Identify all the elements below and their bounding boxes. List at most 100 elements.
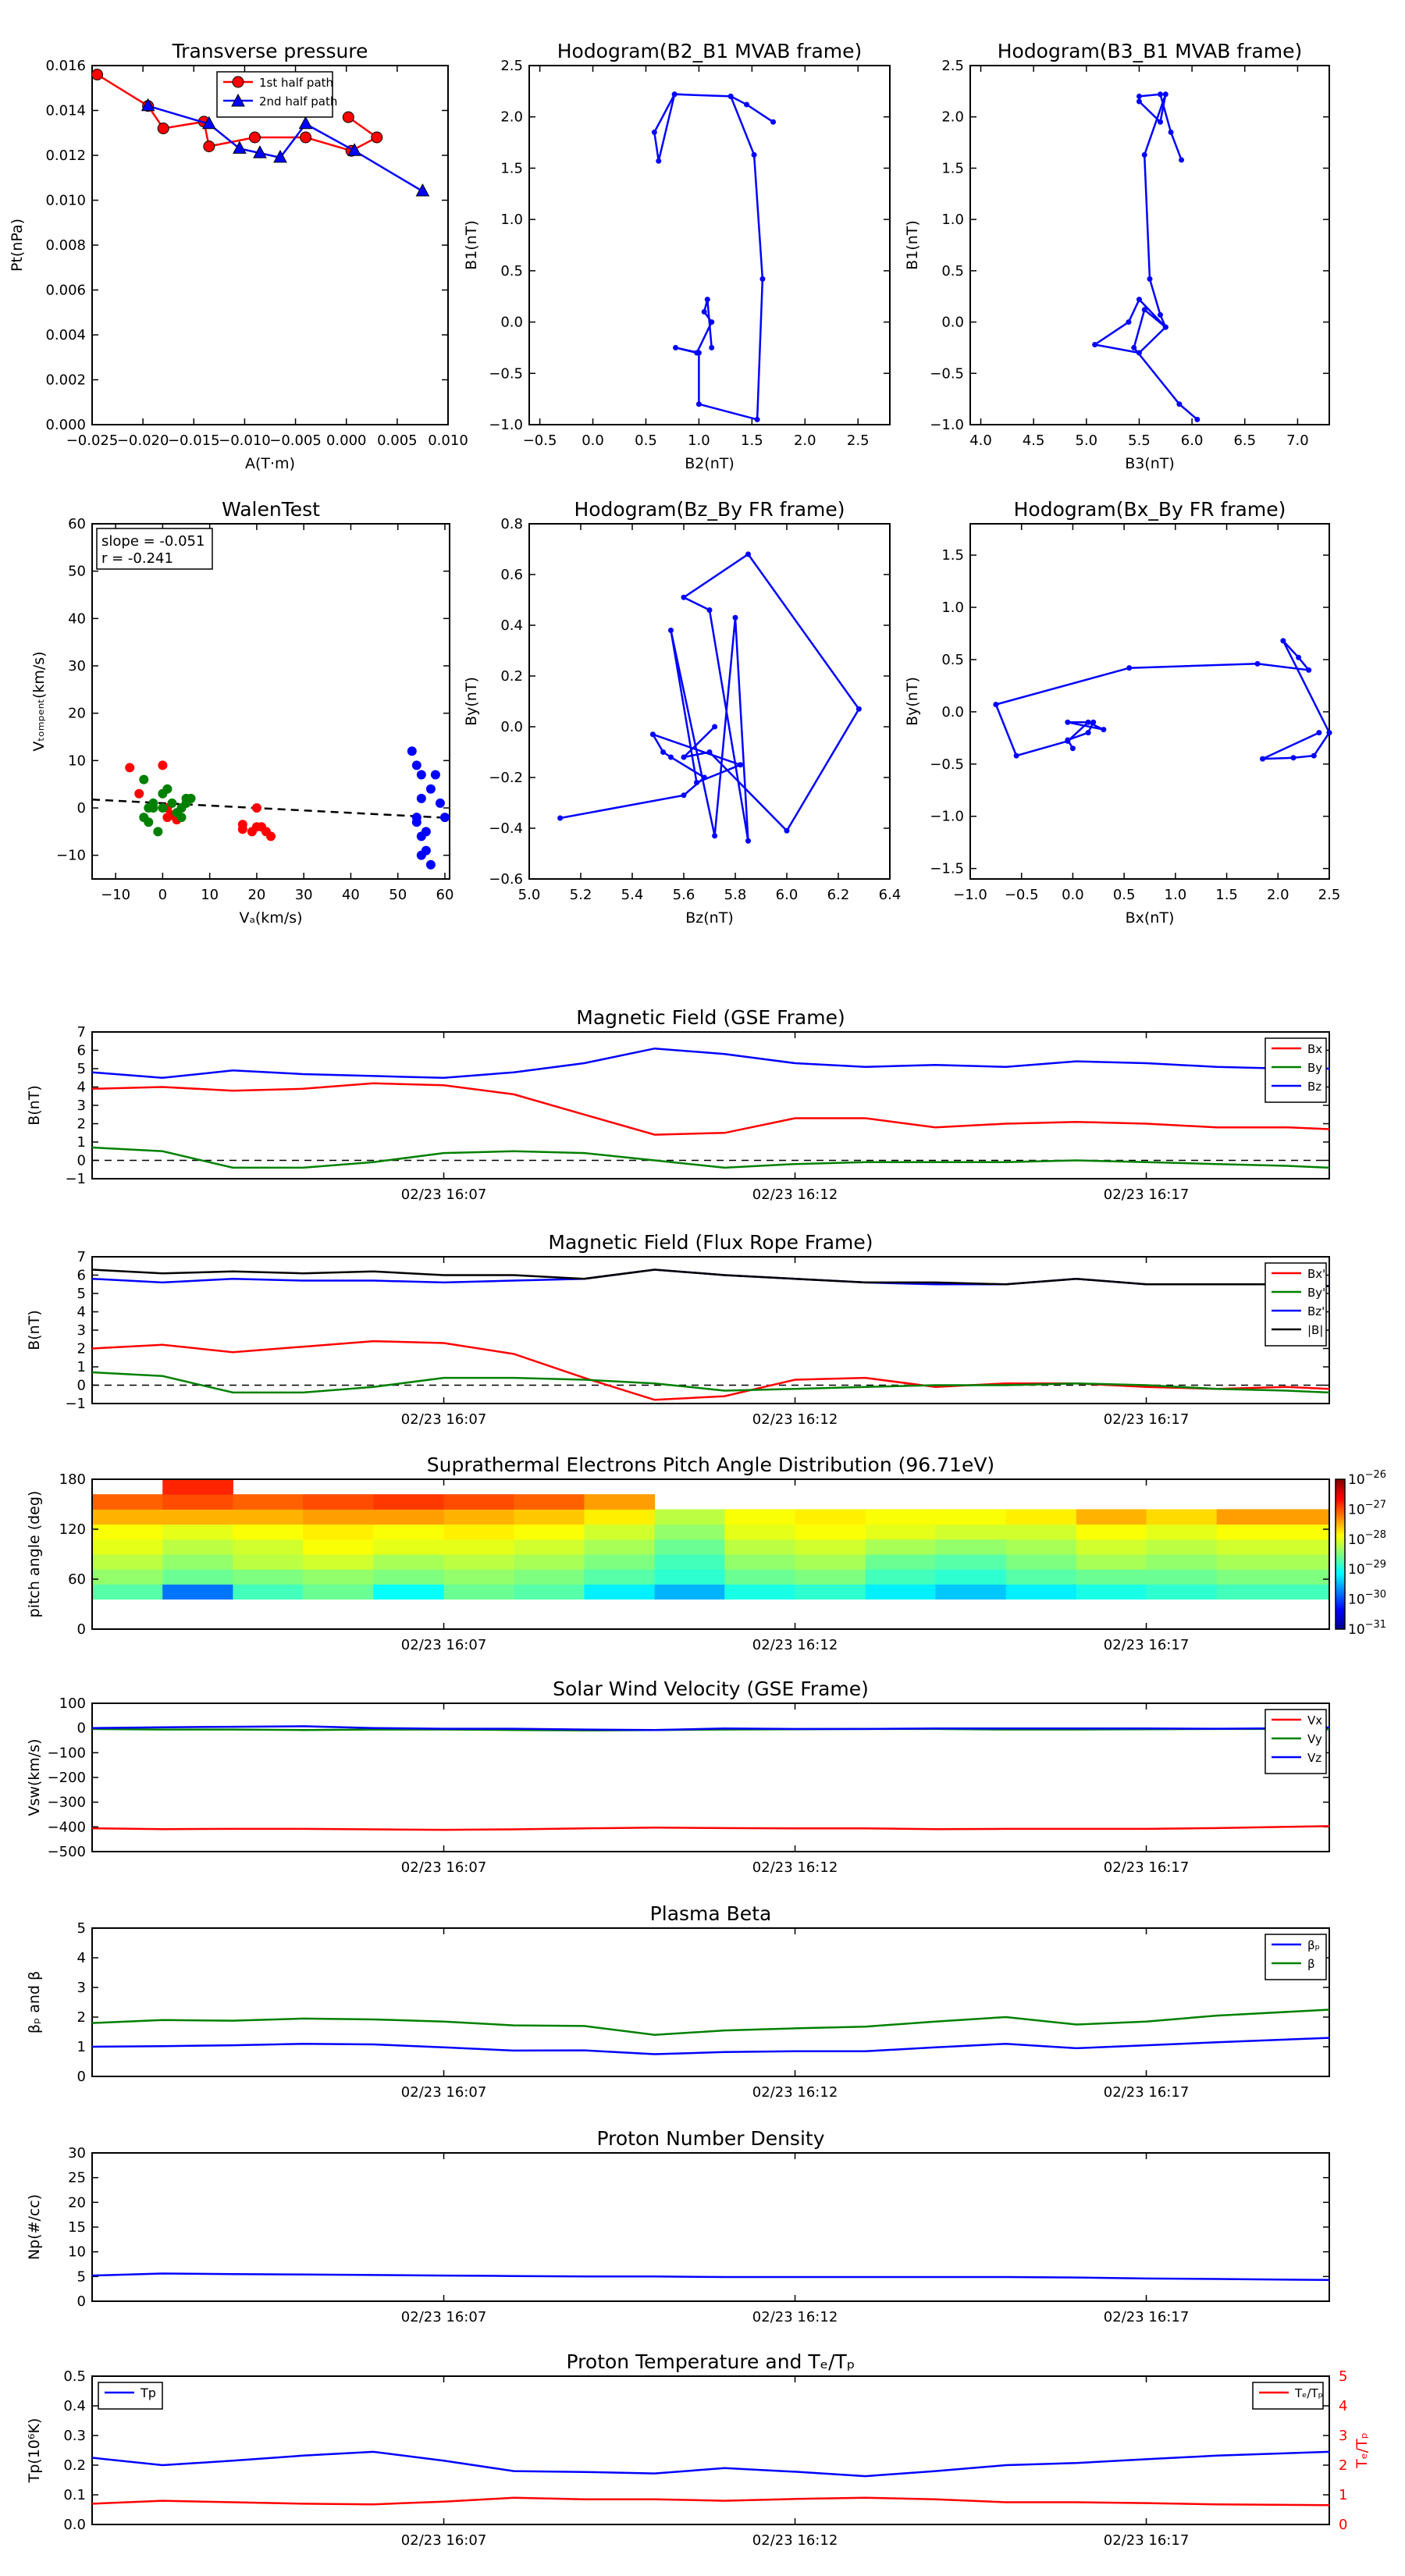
x-axis-label: Vₐ(km/s) xyxy=(239,909,302,927)
data-point xyxy=(695,401,702,407)
x-tick-label: 6.0 xyxy=(1181,432,1204,449)
x-tick-label: 20 xyxy=(247,887,265,903)
x-tick-label: −10 xyxy=(101,887,130,903)
data-point xyxy=(1179,157,1185,163)
x-tick-label: 02/23 16:07 xyxy=(401,2084,486,2101)
y-tick-label: 0.0 xyxy=(63,2517,86,2533)
x-tick-label: 02/23 16:17 xyxy=(1104,1637,1189,1653)
series-line xyxy=(91,2037,1330,2055)
plot-frame xyxy=(91,2375,1330,2525)
data-point xyxy=(407,746,417,756)
heatmap-cell xyxy=(1146,1524,1218,1540)
y-tick-label: 0.2 xyxy=(63,2457,86,2474)
data-point xyxy=(1176,401,1183,407)
y-tick-label: −300 xyxy=(48,1795,86,1811)
x-tick-label: −0.5 xyxy=(523,432,557,449)
data-point xyxy=(1141,151,1147,158)
x-tick-label: 6.4 xyxy=(879,887,902,903)
x-tick-label: 02/23 16:17 xyxy=(1104,2084,1189,2101)
x-tick-label: 02/23 16:07 xyxy=(401,1411,486,1428)
x-tick-label: 5.5 xyxy=(1128,432,1151,449)
series-line xyxy=(91,1146,1330,1169)
y-tick-label: 1.0 xyxy=(500,212,523,228)
data-point xyxy=(1168,129,1174,135)
heatmap-cell xyxy=(514,1494,585,1510)
heatmap-cell xyxy=(443,1539,514,1555)
heatmap-cell xyxy=(1076,1569,1147,1585)
x-tick-label: 30 xyxy=(295,887,313,903)
data-point xyxy=(754,416,760,422)
legend-entry: Vy xyxy=(1307,1732,1322,1746)
chart-mag_gse: Magnetic Field (GSE Frame) 02/23 16:07 02/… xyxy=(26,1006,1330,1203)
x-tick-label: 02/23 16:12 xyxy=(752,1637,838,1653)
heatmap-cell xyxy=(233,1569,304,1585)
data-point xyxy=(416,850,426,860)
data-point xyxy=(1085,719,1091,725)
y-tick-label: 0 xyxy=(77,2293,86,2310)
data-point xyxy=(751,151,757,158)
y-tick-label: −1 xyxy=(65,1396,86,1412)
heatmap-cell xyxy=(303,1539,374,1555)
y-tick-label: 0.6 xyxy=(500,567,523,583)
heatmap-cell xyxy=(795,1539,866,1555)
annotation-text: slope = -0.051 xyxy=(101,533,205,550)
y-tick-label: 0.000 xyxy=(45,417,86,433)
y-tick-label: 7 xyxy=(77,1249,86,1265)
data-point xyxy=(706,607,713,613)
y-tick-label: 2 xyxy=(77,2009,86,2026)
data-point xyxy=(1013,753,1019,759)
heatmap-cell xyxy=(233,1539,304,1555)
chart-pitch-angle: Suprathermal Electrons Pitch Angle Distr… xyxy=(26,1453,1386,1653)
heatmap-cell xyxy=(1005,1554,1077,1570)
colorbar-tick-label: 10−27 xyxy=(1348,1499,1386,1517)
data-point xyxy=(430,770,440,780)
x-tick-label: 0.5 xyxy=(635,432,657,449)
x-tick-label: −0.5 xyxy=(1005,887,1039,903)
series-line xyxy=(91,2496,1330,2507)
y-axis-label: Vₜₒₘₚₑₙₜ(km/s) xyxy=(30,651,48,751)
y-tick-label: 0.004 xyxy=(45,327,86,343)
y-tick-label: −500 xyxy=(48,1844,86,1860)
data-point xyxy=(300,131,312,144)
y-tick-label: 0.012 xyxy=(45,148,86,164)
chart-title: Transverse pressure xyxy=(172,40,368,62)
data-point xyxy=(1158,91,1164,98)
x-tick-label: 6.0 xyxy=(776,887,799,903)
data-point xyxy=(681,754,687,760)
y-tick-label: 5 xyxy=(77,2268,86,2285)
heatmap-cell xyxy=(1076,1554,1147,1570)
x-axis-label: A(T·m) xyxy=(245,455,295,472)
y2-axis-label: Tₑ/Tₚ xyxy=(1353,2432,1371,2469)
y-tick-label: 0.0 xyxy=(500,315,523,331)
y-tick-label: 5 xyxy=(77,1061,86,1077)
heatmap-cell xyxy=(795,1509,866,1525)
data-point xyxy=(1311,753,1317,759)
x-tick-label: 5.8 xyxy=(724,887,747,903)
legend-entry: 1st half path xyxy=(259,76,333,90)
heatmap-cell xyxy=(373,1569,445,1585)
y-axis-label: By(nT) xyxy=(904,677,921,726)
x-tick-label: 2.5 xyxy=(1318,887,1341,903)
x-tick-label: −0.010 xyxy=(219,432,271,449)
y-axis-label: B(nT) xyxy=(26,1085,43,1126)
legend-entry: By xyxy=(1307,1061,1322,1075)
y-tick-label: 3 xyxy=(77,1980,86,1996)
heatmap-cell xyxy=(1005,1524,1077,1540)
y-tick-label: 4 xyxy=(77,1950,86,1966)
heatmap-cell xyxy=(724,1539,796,1555)
data-point xyxy=(411,813,422,823)
data-point xyxy=(651,129,657,135)
y-tick-label: 0 xyxy=(77,1378,86,1394)
y2-tick-label: 0 xyxy=(1339,2517,1347,2533)
heatmap-cell xyxy=(1216,1554,1330,1570)
y-tick-label: 0.008 xyxy=(45,237,86,254)
heatmap-cell xyxy=(303,1494,374,1510)
heatmap-cell xyxy=(584,1569,656,1585)
y-tick-label: 5 xyxy=(77,1920,86,1937)
series-line xyxy=(148,105,424,193)
heatmap-cell xyxy=(92,1584,163,1600)
x-tick-label: 2.5 xyxy=(847,432,870,449)
x-tick-label: 0.010 xyxy=(428,432,468,449)
heatmap-cell xyxy=(654,1524,725,1540)
data-point xyxy=(1085,730,1091,736)
